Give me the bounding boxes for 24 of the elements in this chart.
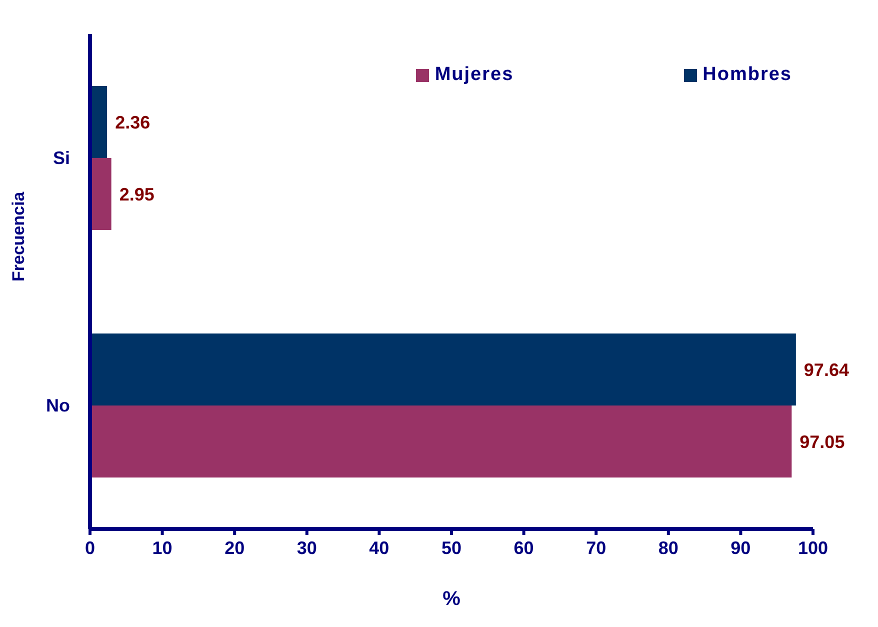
x-tick-label: 10 bbox=[152, 538, 172, 558]
x-tick-label: 90 bbox=[730, 538, 751, 558]
y-tick-label: No bbox=[46, 396, 70, 416]
x-tick-label: 40 bbox=[369, 538, 390, 558]
x-tick-label: 80 bbox=[658, 538, 678, 558]
data-label: 97.05 bbox=[800, 432, 845, 452]
y-tick-label: Si bbox=[52, 148, 70, 168]
bar bbox=[90, 158, 112, 230]
x-tick-label: 100 bbox=[798, 538, 828, 558]
x-tick-label: 30 bbox=[296, 538, 317, 558]
x-tick-label: 50 bbox=[441, 538, 462, 558]
y-axis-title: Frecuencia bbox=[9, 191, 28, 282]
legend-label: Hombres bbox=[702, 64, 792, 86]
bar bbox=[90, 333, 796, 406]
x-tick-label: 60 bbox=[514, 538, 534, 558]
data-label: 97.64 bbox=[804, 360, 849, 380]
x-axis-title: % bbox=[442, 588, 461, 610]
bar bbox=[90, 405, 792, 478]
x-tick-label: 0 bbox=[84, 538, 96, 558]
x-tick-label: 20 bbox=[224, 538, 245, 558]
data-label: 2.95 bbox=[119, 184, 154, 204]
x-tick-label: 70 bbox=[586, 538, 606, 558]
legend-label: Mujeres bbox=[434, 64, 514, 86]
data-label: 2.36 bbox=[115, 112, 150, 132]
